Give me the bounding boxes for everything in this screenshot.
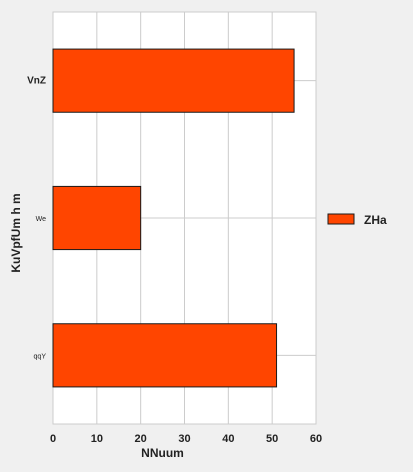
x-tick-labels: 0 10 20 30 40 50 60 — [50, 433, 322, 445]
y-category-label: We — [36, 216, 46, 223]
x-tick-label: 60 — [310, 433, 322, 445]
x-tick-label: 30 — [178, 433, 190, 445]
x-tick-label: 20 — [135, 433, 147, 445]
legend-swatch-zha — [327, 213, 355, 225]
x-tick-label: 10 — [91, 433, 103, 445]
bar-we — [52, 185, 142, 251]
y-category-labels: VnZ We qqY — [27, 76, 46, 361]
x-tick-label: 40 — [222, 433, 234, 445]
x-tick-label: 0 — [50, 433, 56, 445]
y-axis-label: KuVpfUm h m — [9, 193, 23, 272]
bar-qqy — [52, 323, 278, 388]
y-category-label: VnZ — [27, 76, 46, 87]
bar-vnz — [52, 48, 295, 113]
bars — [52, 48, 295, 388]
legend-label-zha: ZHa — [364, 213, 387, 227]
x-axis-label: NNuum — [141, 446, 184, 460]
legend: ZHa — [327, 213, 387, 227]
y-category-label: qqY — [34, 353, 47, 360]
x-tick-label: 50 — [266, 433, 278, 445]
